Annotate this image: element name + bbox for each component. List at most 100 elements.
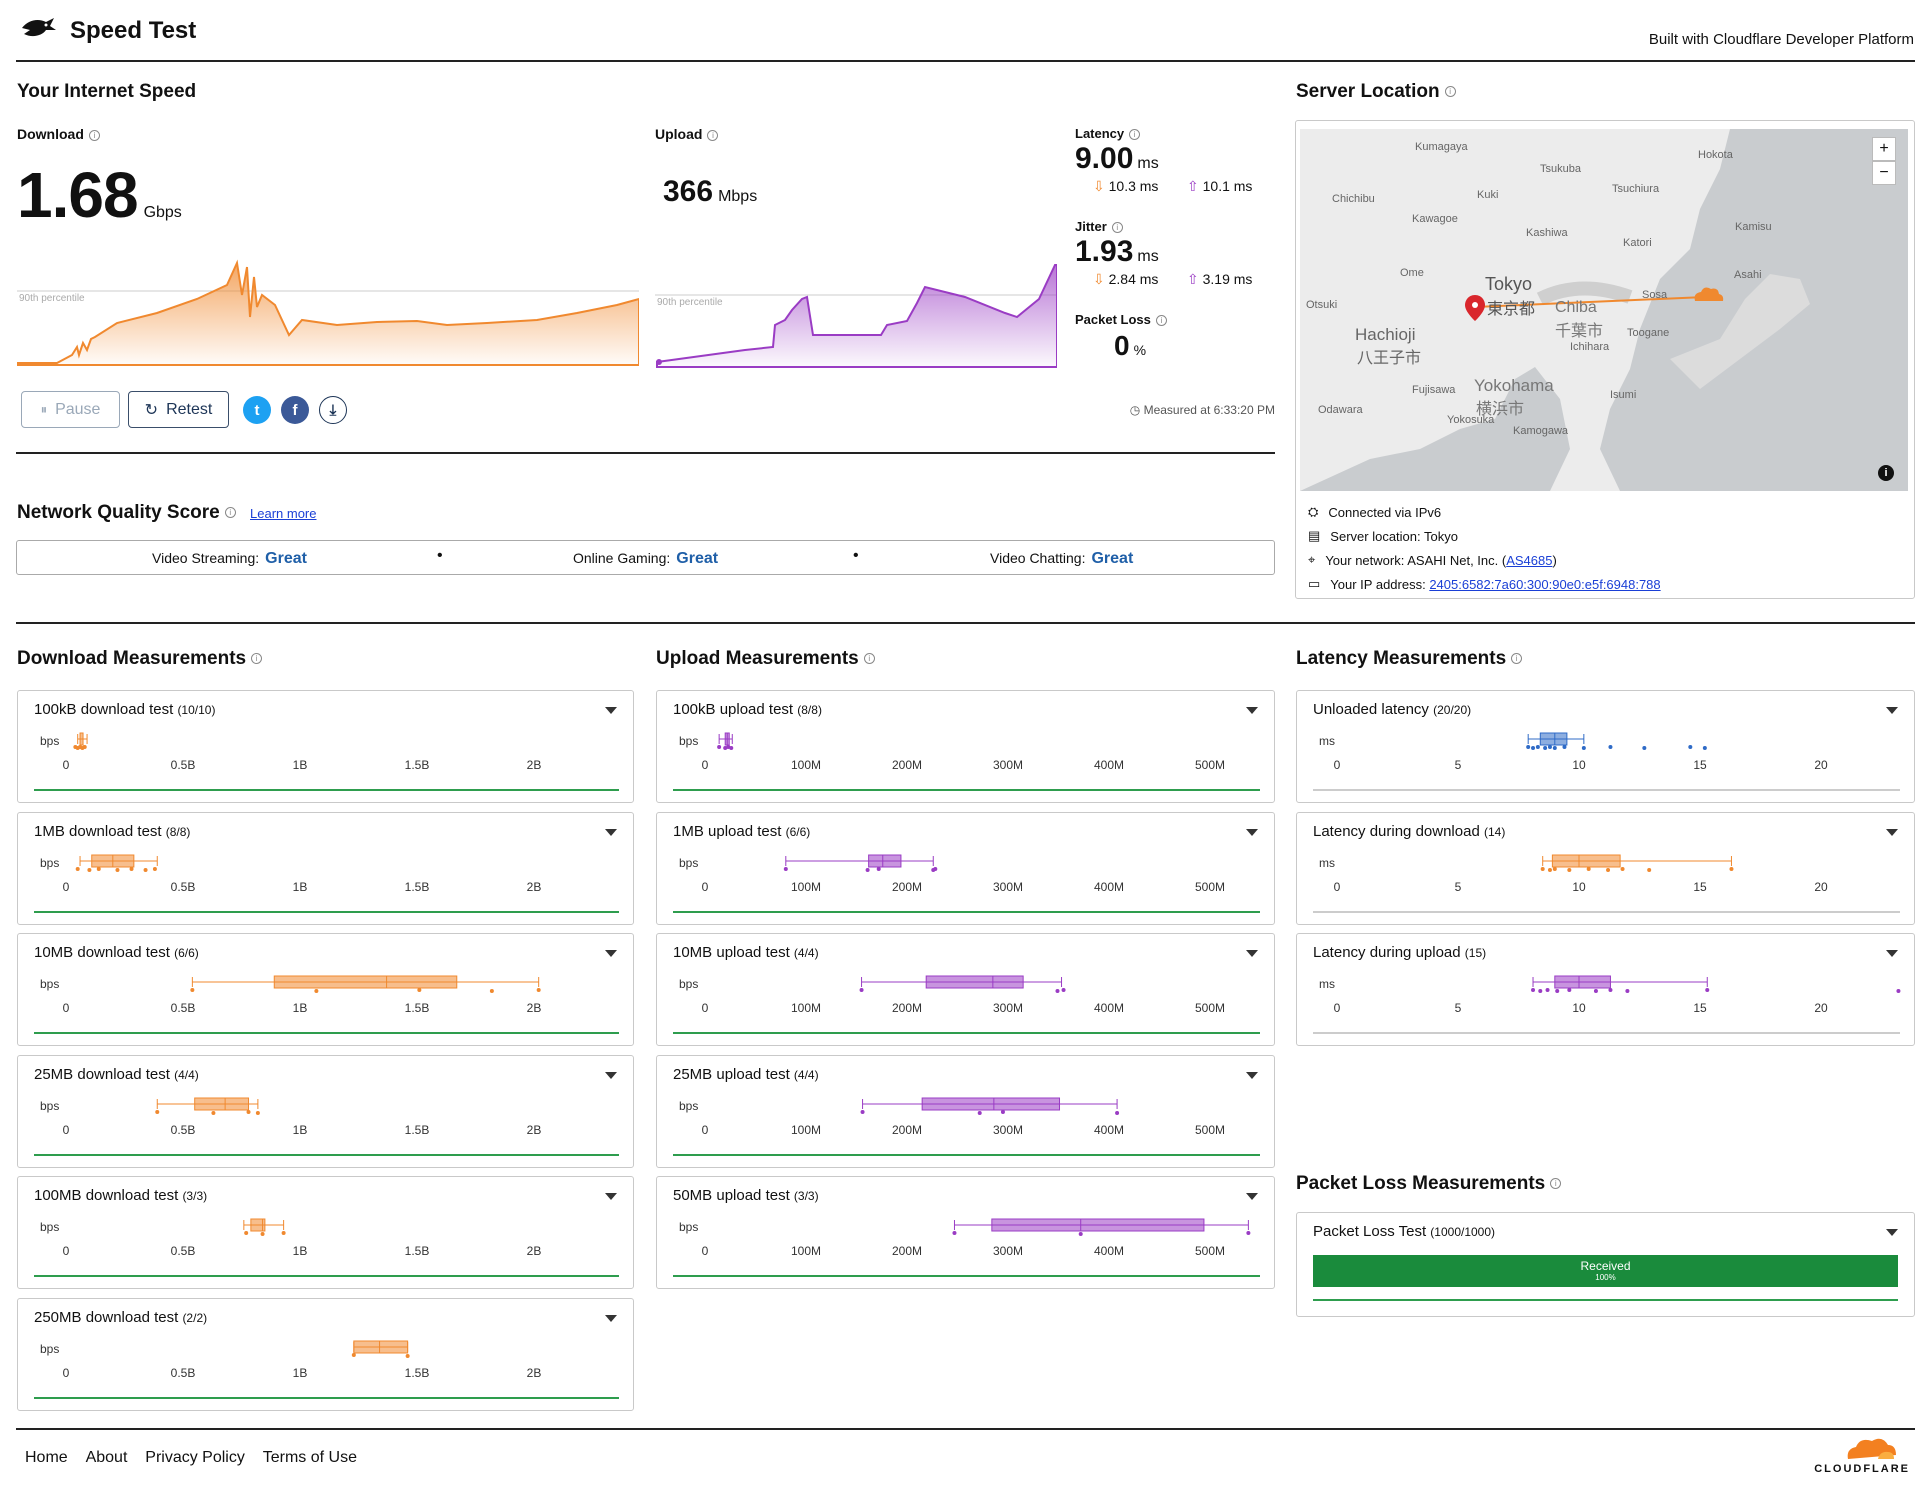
footer-link-about[interactable]: About bbox=[85, 1449, 128, 1466]
box bbox=[925, 975, 1024, 989]
axis-unit: bps bbox=[40, 856, 59, 870]
tick-label: 1.5B bbox=[405, 1366, 430, 1380]
logo-icon[interactable] bbox=[20, 14, 58, 42]
data-point bbox=[1642, 746, 1647, 750]
received-bar: Received 100% bbox=[1313, 1255, 1898, 1287]
tick-label: 0 bbox=[63, 1244, 70, 1258]
footer-link-privacy[interactable]: Privacy Policy bbox=[145, 1449, 245, 1466]
cloudflare-logo[interactable]: CLOUDFLARE bbox=[1798, 1437, 1910, 1477]
measurement-card[interactable]: 100kB download test (10/10) bps 0 0.5B 1B 1.5… bbox=[17, 690, 634, 803]
zoom-out-button[interactable]: − bbox=[1872, 161, 1896, 185]
measurement-card[interactable]: 100MB download test (3/3) bps 0 0.5B 1B 1.5B 2… bbox=[17, 1176, 634, 1289]
axis-unit: ms bbox=[1319, 856, 1335, 870]
chevron-down-icon[interactable] bbox=[1246, 1071, 1258, 1079]
tick-label: 0 bbox=[702, 1244, 709, 1258]
chevron-down-icon[interactable] bbox=[605, 707, 617, 714]
footer-link-terms[interactable]: Terms of Use bbox=[262, 1449, 357, 1466]
tick-label: 400M bbox=[1094, 1244, 1124, 1258]
tick-label: 0 bbox=[63, 1123, 70, 1137]
retest-icon: ↻ bbox=[144, 401, 159, 419]
download-results-icon[interactable]: ⤓ bbox=[319, 396, 347, 424]
data-point bbox=[155, 1109, 160, 1114]
footer-link-home[interactable]: Home bbox=[25, 1449, 68, 1466]
chevron-down-icon[interactable] bbox=[605, 1193, 617, 1200]
card-title: Latency during upload (15) bbox=[1313, 944, 1487, 961]
measurement-card[interactable]: 25MB upload test (4/4) bps 0 100M 200M 300M 40… bbox=[656, 1054, 1275, 1168]
info-icon: i bbox=[707, 129, 719, 141]
speed-section-title: Your Internet Speed bbox=[17, 81, 197, 102]
facebook-icon[interactable]: f bbox=[281, 396, 309, 424]
data-point bbox=[723, 746, 728, 750]
map-info-icon[interactable]: i bbox=[1878, 465, 1894, 481]
pause-button[interactable]: ⏸ Pause bbox=[21, 391, 120, 428]
tick-label: 0 bbox=[1334, 1001, 1341, 1015]
chevron-down-icon[interactable] bbox=[605, 1071, 617, 1079]
measurement-card[interactable]: 1MB upload test (6/6) bps 0 100M 200M 300M 400… bbox=[656, 811, 1275, 925]
zoom-in-button[interactable]: + bbox=[1872, 137, 1896, 161]
measurement-card[interactable]: Latency during download (14) ms 0 5 10 15 20 bbox=[1296, 811, 1915, 925]
measurement-card[interactable]: 250MB download test (2/2) bps 0 0.5B 1B 1.5B 2… bbox=[17, 1297, 634, 1411]
chevron-down-icon[interactable] bbox=[605, 828, 617, 836]
map-label: Otsuki bbox=[1306, 299, 1338, 311]
latency-down: ⇩ 10.3 ms bbox=[1093, 178, 1159, 194]
tick-label: 2B bbox=[527, 1366, 542, 1380]
data-point bbox=[1702, 746, 1707, 750]
box-plot: bps 0 100M 200M 300M 400M 500M bbox=[673, 732, 1260, 791]
map-label: Ichihara bbox=[1570, 341, 1610, 353]
card-title: 100MB download test (3/3) bbox=[34, 1187, 208, 1204]
chevron-down-icon[interactable] bbox=[605, 950, 617, 957]
box bbox=[921, 1097, 1061, 1110]
map-label: Chichibu bbox=[1332, 193, 1375, 205]
ip-link[interactable]: 2405:6582:7a60:300:90e0:e5f:6948:788 bbox=[1429, 576, 1661, 592]
tick-label: 20 bbox=[1814, 758, 1828, 772]
measurement-card[interactable]: Latency during upload (15) ms 0 5 10 15 20 bbox=[1296, 933, 1915, 1046]
box bbox=[1554, 975, 1611, 989]
chevron-down-icon[interactable] bbox=[1246, 950, 1258, 957]
tick-label: 0.5B bbox=[171, 1366, 196, 1380]
chevron-down-icon[interactable] bbox=[1886, 950, 1898, 957]
info-icon: i bbox=[1111, 222, 1123, 234]
map-label: Isumi bbox=[1610, 389, 1637, 401]
chevron-down-icon[interactable] bbox=[1246, 828, 1258, 836]
chevron-down-icon[interactable] bbox=[1886, 707, 1898, 714]
chevron-down-icon[interactable] bbox=[1886, 1229, 1898, 1236]
network-icon: ⛭ bbox=[1308, 504, 1319, 519]
chevron-down-icon[interactable] bbox=[1886, 828, 1898, 836]
chevron-down-icon[interactable] bbox=[605, 1314, 617, 1322]
cloud-icon bbox=[1694, 287, 1724, 301]
tick-label: 0 bbox=[702, 1001, 709, 1015]
data-point bbox=[152, 866, 157, 871]
data-point bbox=[255, 1110, 260, 1115]
measurement-card[interactable]: 10MB upload test (4/4) bps 0 100M 200M 300M 40… bbox=[656, 933, 1275, 1046]
data-point bbox=[876, 866, 881, 871]
tick-label: 1B bbox=[293, 880, 308, 894]
map-label: Toogane bbox=[1627, 327, 1670, 339]
chevron-down-icon[interactable] bbox=[1246, 1193, 1258, 1200]
card-title: 1MB download test (8/8) bbox=[34, 822, 191, 840]
data-point bbox=[1688, 745, 1693, 749]
info-icon: i bbox=[863, 653, 875, 665]
data-point bbox=[1729, 866, 1734, 871]
measurement-card[interactable]: 100kB upload test (8/8) bps 0 100M 200M 300M 4… bbox=[656, 690, 1275, 803]
measurements-divider bbox=[16, 622, 1915, 624]
tick-label: 1B bbox=[293, 1244, 308, 1258]
box bbox=[194, 1097, 250, 1110]
measurement-card[interactable]: 1MB download test (8/8) bps 0 0.5B 1B 1.5B 2B bbox=[17, 811, 634, 925]
tick-label: 15 bbox=[1693, 1001, 1707, 1015]
packet-loss-card[interactable]: Packet Loss Test (1000/1000) Received 10… bbox=[1296, 1212, 1915, 1317]
data-point bbox=[717, 745, 722, 749]
measurement-card[interactable]: 25MB download test (4/4) bps 0 0.5B 1B 1.5B 2B bbox=[17, 1054, 634, 1168]
built-with-text[interactable]: Built with Cloudflare Developer Platform bbox=[1648, 31, 1914, 48]
chevron-down-icon[interactable] bbox=[1246, 707, 1258, 714]
measurement-card[interactable]: Unloaded latency (20/20) ms 0 5 10 15 20 bbox=[1296, 690, 1915, 803]
tick-label: 0.5B bbox=[171, 758, 196, 772]
twitter-icon[interactable]: t bbox=[243, 396, 271, 424]
measurement-card[interactable]: 10MB download test (6/6) bps 0 0.5B 1B 1.5B 2B bbox=[17, 933, 634, 1046]
data-point bbox=[1055, 989, 1060, 993]
as-link[interactable]: AS4685 bbox=[1506, 552, 1553, 568]
data-point bbox=[1625, 989, 1630, 993]
learn-more-link[interactable]: Learn more bbox=[250, 506, 317, 521]
map[interactable]: Tokyo 東京都 Chiba 千葉市 Hachioji 八王子市 Yokoha… bbox=[1300, 129, 1908, 491]
retest-button[interactable]: ↻ Retest bbox=[128, 391, 229, 428]
measurement-card[interactable]: 50MB upload test (3/3) bps 0 100M 200M 300M 40… bbox=[656, 1176, 1275, 1289]
